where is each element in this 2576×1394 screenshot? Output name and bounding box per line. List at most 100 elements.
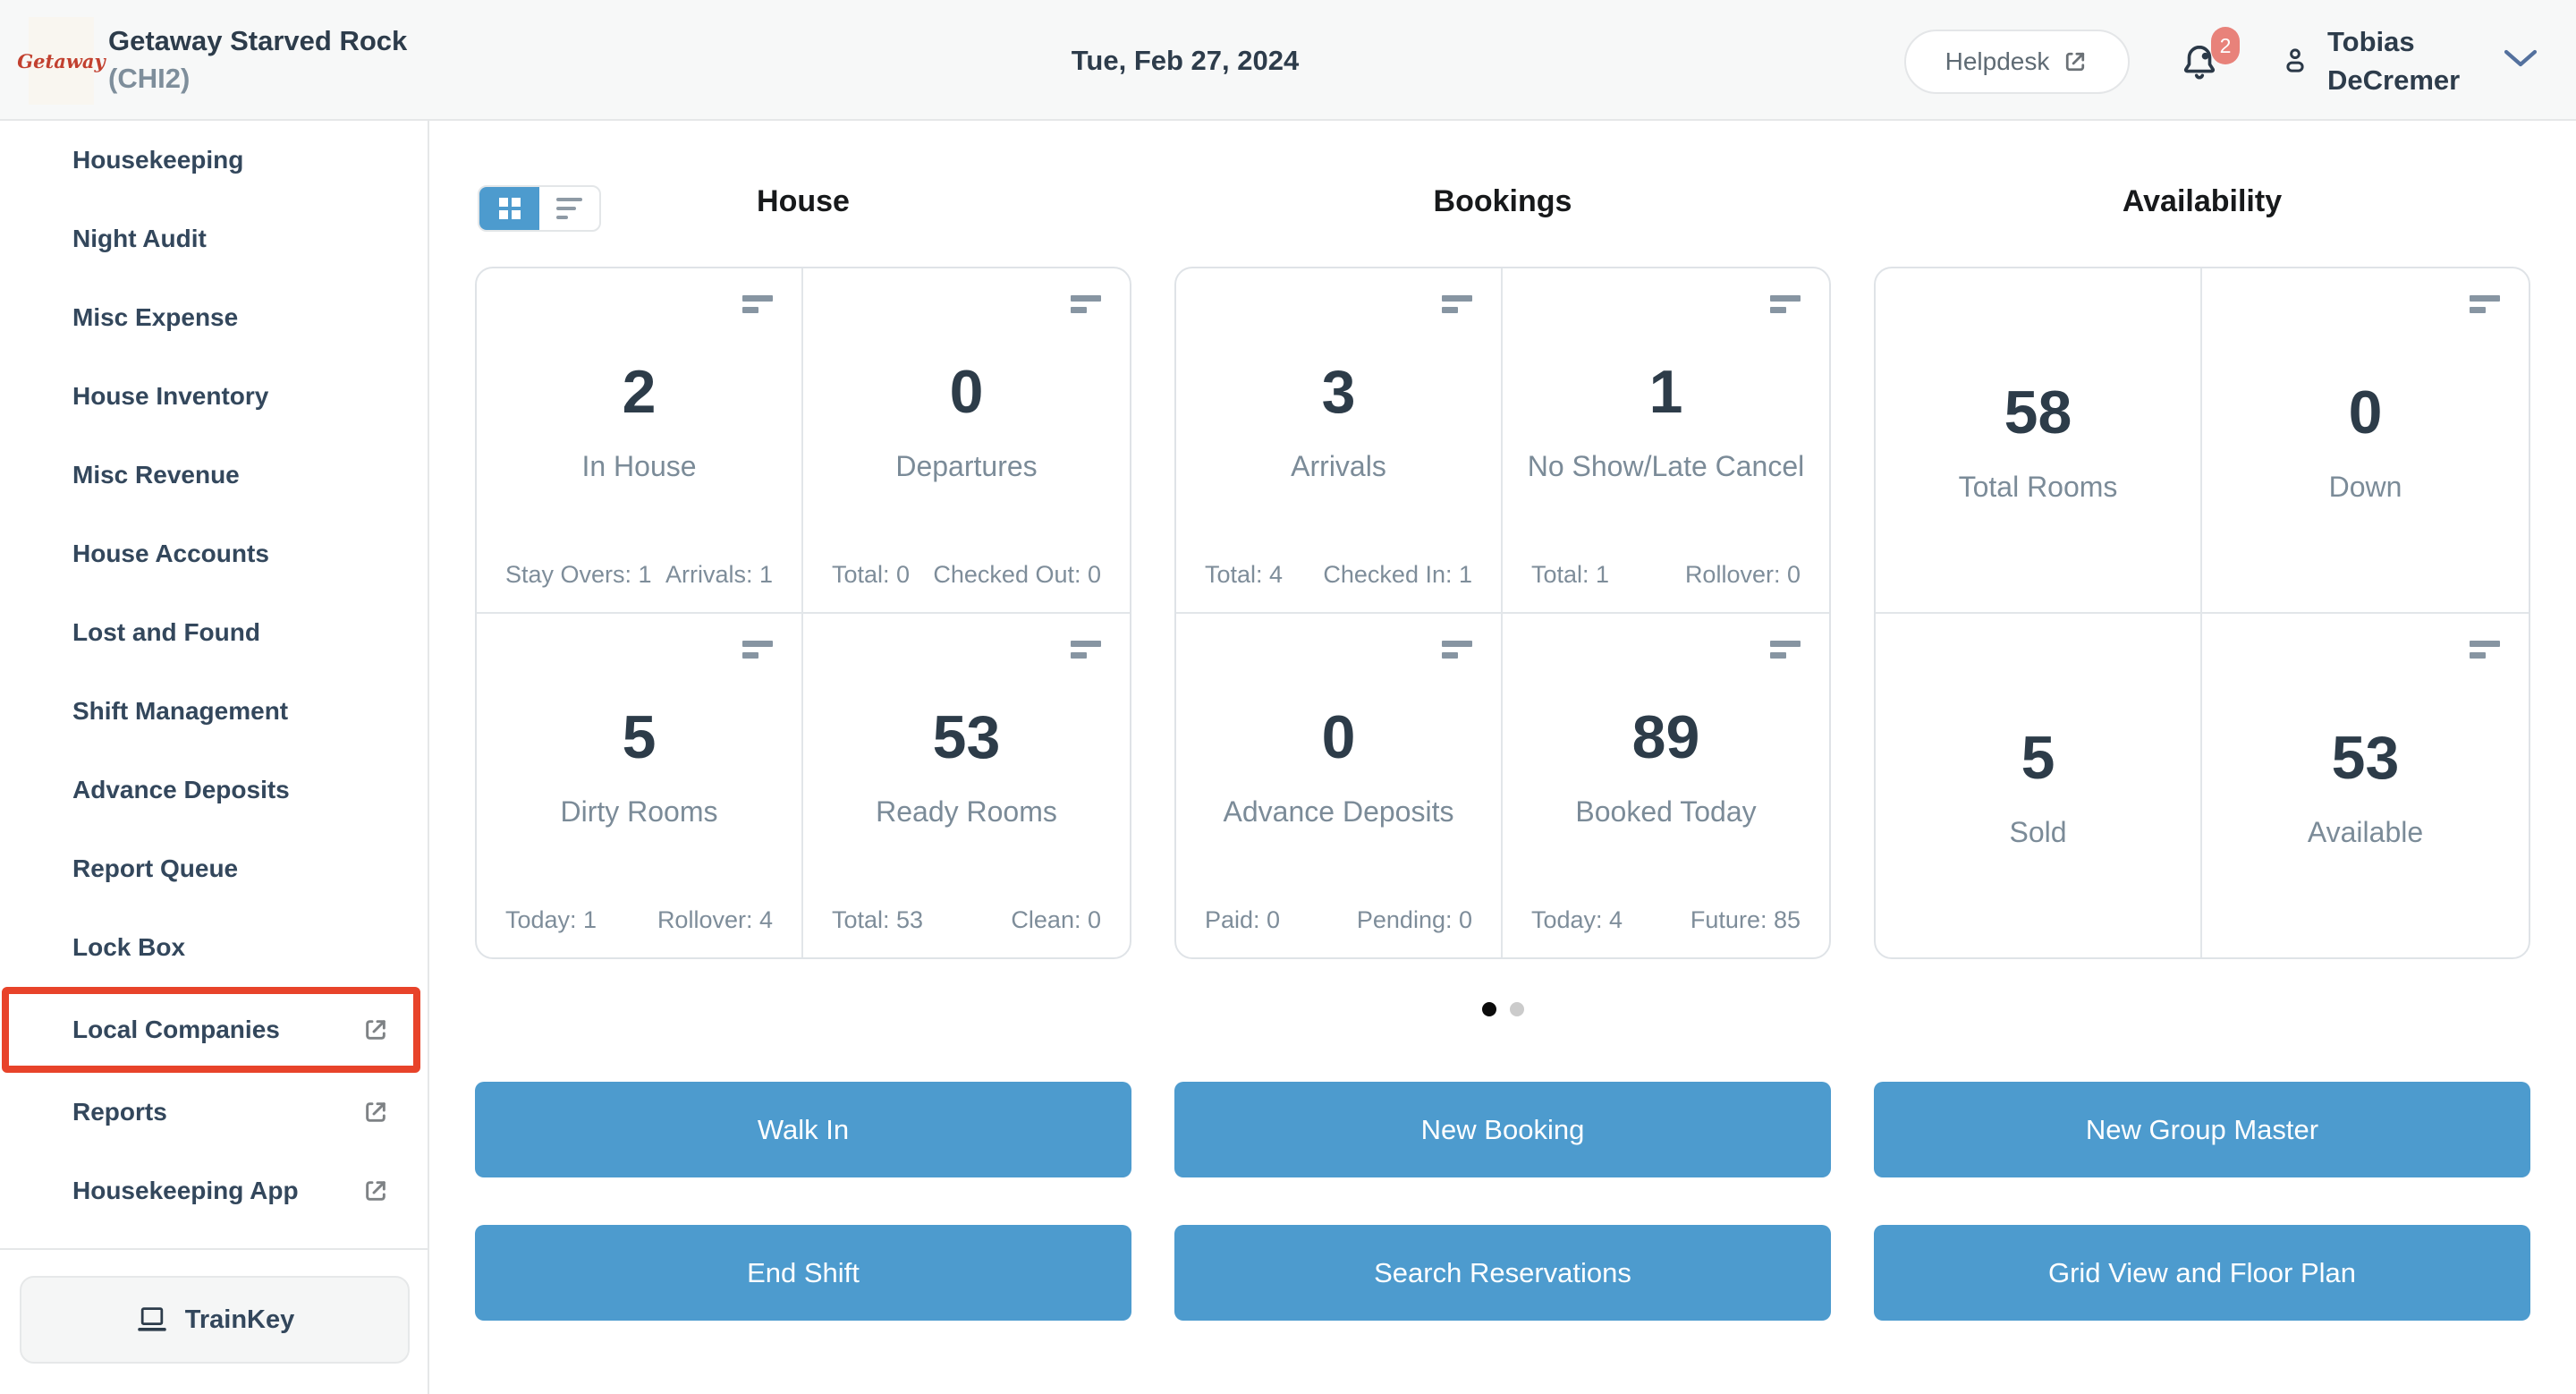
card-arrivals[interactable]: 3 Arrivals Total: 4 Checked In: 1 [1176,268,1503,614]
external-link-icon [2062,48,2089,75]
notifications-button[interactable]: 2 [2179,27,2243,91]
external-link-icon [361,1177,390,1205]
card-footer: Total: 0 Checked Out: 0 [832,561,1101,589]
availability-card-grid: 58 Total Rooms 0 Down 5 Sold 53 Availabl… [1874,267,2530,959]
sidebar-item-label: Shift Management [72,697,289,725]
house-actions: Walk In End Shift [475,1082,1131,1321]
card-departures[interactable]: 0 Departures Total: 0 Checked Out: 0 [803,268,1130,614]
grid-view-floor-plan-button[interactable]: Grid View and Floor Plan [1874,1225,2530,1321]
property-title: Getaway Starved Rock (CHI2) [108,22,407,98]
card-in-house[interactable]: 2 In House Stay Overs: 1 Arrivals: 1 [477,268,803,614]
trainkey-panel: TrainKey [0,1248,428,1394]
user-name: Tobias DeCremer [2327,22,2460,99]
card-label: No Show/Late Cancel [1527,449,1805,482]
page-dot-2[interactable] [1509,1002,1524,1016]
grid-view-toggle[interactable] [479,187,539,230]
sidebar-item-misc-revenue[interactable]: Misc Revenue [0,436,428,514]
sidebar-item-label: Misc Expense [72,303,239,331]
card-booked-today[interactable]: 89 Booked Today Today: 4 Future: 85 [1503,614,1829,957]
bookings-card-grid: 3 Arrivals Total: 4 Checked In: 1 1 No S… [1174,267,1831,959]
sidebar-item-misc-expense[interactable]: Misc Expense [0,278,428,357]
helpdesk-button[interactable]: Helpdesk [1904,30,2130,94]
card-down[interactable]: 0 Down [2202,268,2529,614]
trainkey-label: TrainKey [184,1305,295,1334]
card-value: 0 [1321,702,1356,771]
new-group-master-button[interactable]: New Group Master [1874,1082,2530,1177]
card-footer: Stay Overs: 1 Arrivals: 1 [505,561,773,589]
list-view-toggle[interactable] [539,187,599,230]
sidebar-item-house-inventory[interactable]: House Inventory [0,357,428,436]
sidebar-item-label: Housekeeping [72,146,244,174]
section-title-availability: Availability [2122,183,2283,218]
sidebar-item-label: House Inventory [72,382,269,410]
card-menu-icon[interactable] [1770,641,1801,659]
grid-view-icon [495,193,525,224]
card-menu-icon[interactable] [742,295,773,313]
section-bookings: Bookings 3 Arrivals Total: 4 Checked In:… [1174,161,1831,959]
card-advance-deposits[interactable]: 0 Advance Deposits Paid: 0 Pending: 0 [1176,614,1503,957]
card-stat: Total: 0 [832,561,911,588]
card-stat: Future: 85 [1690,906,1801,933]
sidebar-item-label: Report Queue [72,854,239,882]
section-title-house: House [757,183,850,218]
user-menu[interactable]: Tobias DeCremer [2279,16,2460,106]
section-house: House 2 In House Stay Overs: 1 Arrivals:… [475,161,1131,959]
card-menu-icon[interactable] [1071,641,1101,659]
card-sold[interactable]: 5 Sold [1876,614,2202,957]
search-reservations-button[interactable]: Search Reservations [1174,1225,1831,1321]
notification-badge: 2 [2211,27,2240,64]
walk-in-button[interactable]: Walk In [475,1082,1131,1177]
trainkey-button[interactable]: TrainKey [20,1276,410,1364]
card-value: 89 [1631,702,1700,771]
card-menu-icon[interactable] [2470,641,2500,659]
card-menu-icon[interactable] [2470,295,2500,313]
property-code: (CHI2) [108,63,191,94]
card-total-rooms[interactable]: 58 Total Rooms [1876,268,2202,614]
view-toggle [478,185,601,232]
card-stat: Total: 4 [1205,561,1284,588]
sidebar-item-advance-deposits[interactable]: Advance Deposits [0,751,428,829]
card-no-show-late-cancel[interactable]: 1 No Show/Late Cancel Total: 1 Rollover:… [1503,268,1829,614]
card-menu-icon[interactable] [742,641,773,659]
sidebar-item-reports[interactable]: Reports [0,1073,428,1152]
card-menu-icon[interactable] [1442,641,1472,659]
sidebar-item-label: Housekeeping App [72,1177,299,1204]
chevron-down-icon[interactable] [2503,48,2538,72]
card-stat: Checked In: 1 [1323,561,1472,588]
carousel-pagination [475,1002,2530,1016]
card-label: Available [2307,815,2424,848]
sidebar-item-local-companies[interactable]: Local Companies [2,987,420,1073]
sidebar-item-housekeeping-app[interactable]: Housekeeping App [0,1152,428,1230]
card-menu-icon[interactable] [1770,295,1801,313]
end-shift-button[interactable]: End Shift [475,1225,1131,1321]
sidebar-item-report-queue[interactable]: Report Queue [0,829,428,908]
card-value: 5 [2021,723,2055,792]
card-footer: Today: 1 Rollover: 4 [505,906,773,934]
card-label: Sold [2009,815,2067,848]
sidebar-item-label: Lock Box [72,933,186,961]
card-dirty-rooms[interactable]: 5 Dirty Rooms Today: 1 Rollover: 4 [477,614,803,957]
card-footer: Today: 4 Future: 85 [1531,906,1801,934]
sidebar-item-night-audit[interactable]: Night Audit [0,200,428,278]
card-stat: Today: 4 [1531,906,1623,933]
sidebar-item-shift-management[interactable]: Shift Management [0,672,428,751]
sidebar-item-lock-box[interactable]: Lock Box [0,908,428,987]
sidebar-item-housekeeping[interactable]: Housekeeping [0,121,428,200]
user-first-name: Tobias [2327,26,2415,57]
card-menu-icon[interactable] [1442,295,1472,313]
card-footer: Total: 53 Clean: 0 [832,906,1101,934]
card-available[interactable]: 53 Available [2202,614,2529,957]
sidebar-item-house-accounts[interactable]: House Accounts [0,514,428,593]
sidebar-item-lost-and-found[interactable]: Lost and Found [0,593,428,672]
sidebar-item-label: Misc Revenue [72,461,240,489]
user-last-name: DeCremer [2327,64,2461,96]
new-booking-button[interactable]: New Booking [1174,1082,1831,1177]
card-stat: Clean: 0 [1011,906,1101,933]
external-link-icon [361,1098,390,1126]
card-value: 0 [949,357,984,426]
card-menu-icon[interactable] [1071,295,1101,313]
page-dot-1[interactable] [1481,1002,1496,1016]
brand-logo-text: Getaway [17,49,106,72]
app-header: Getaway Getaway Starved Rock (CHI2) Tue,… [0,0,2576,121]
card-ready-rooms[interactable]: 53 Ready Rooms Total: 53 Clean: 0 [803,614,1130,957]
